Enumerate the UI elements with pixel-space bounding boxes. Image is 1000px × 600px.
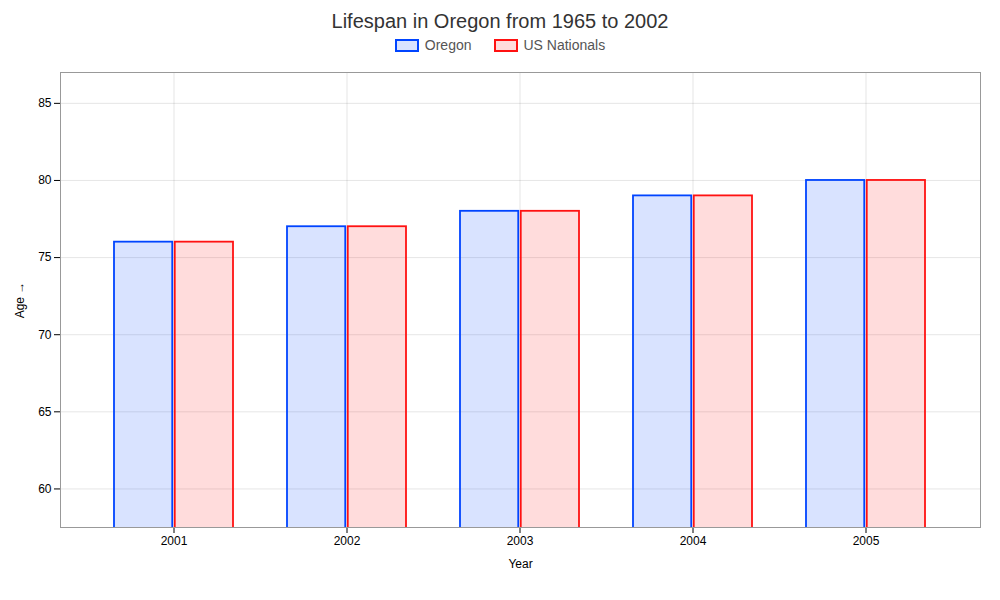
svg-text:80: 80 <box>38 173 52 187</box>
svg-text:2004: 2004 <box>680 534 707 548</box>
html-text:US Nationals: US Nationals <box>523 37 606 53</box>
svg-text:Year: Year <box>508 557 532 571</box>
html-text:Oregon: Oregon <box>424 37 472 53</box>
svg-text:2003: 2003 <box>507 534 534 548</box>
html-text:Lifespan in Oregon from 1965 t: Lifespan in Oregon from 1965 to 2002 <box>331 10 669 32</box>
svg-text:Age →: Age → <box>13 282 27 319</box>
svg-text:60: 60 <box>38 482 52 496</box>
svg-text:85: 85 <box>38 96 52 110</box>
svg-text:65: 65 <box>38 405 52 419</box>
svg-text:2002: 2002 <box>334 534 361 548</box>
svg-text:70: 70 <box>38 328 52 342</box>
svg-text:2001: 2001 <box>161 534 188 548</box>
svg-text:2005: 2005 <box>853 534 880 548</box>
svg-text:75: 75 <box>38 250 52 264</box>
